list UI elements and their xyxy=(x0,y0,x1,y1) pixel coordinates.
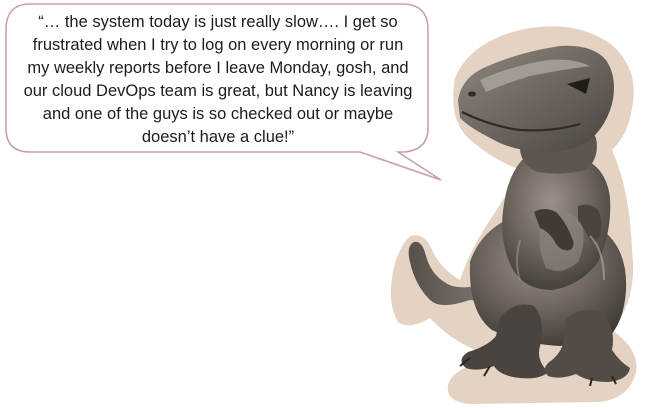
dinosaur-right-arm xyxy=(578,204,602,242)
dinosaur-left-arm xyxy=(534,209,574,251)
dinosaur-right-leg xyxy=(544,309,630,382)
dinosaur-figure xyxy=(390,26,637,405)
dinosaur-tail xyxy=(408,241,490,305)
dinosaur-left-leg xyxy=(461,304,548,379)
speech-bubble xyxy=(5,3,442,181)
speech-bubble-quote: “… the system today is just really slow…… xyxy=(23,13,413,146)
dinosaur-eye xyxy=(567,78,590,94)
